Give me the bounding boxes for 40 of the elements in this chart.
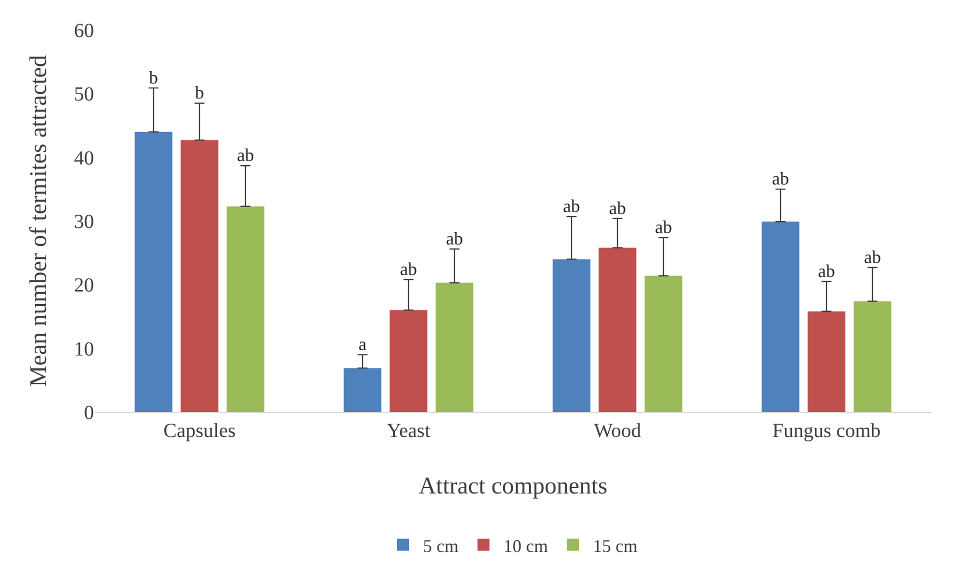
legend-label: 15 cm — [593, 536, 638, 556]
legend-label: 10 cm — [504, 536, 548, 556]
data-label: b — [195, 82, 204, 103]
bar — [598, 248, 636, 412]
data-label: ab — [563, 196, 580, 216]
data-label: ab — [864, 246, 881, 267]
bar — [226, 206, 264, 412]
bar — [134, 132, 172, 412]
y-tick-label: 10 — [74, 338, 94, 360]
y-axis-title: Mean number of termites attracted — [26, 55, 52, 387]
data-label: ab — [400, 259, 417, 280]
bar — [762, 222, 800, 412]
data-label: b — [149, 67, 158, 88]
data-label: ab — [446, 228, 463, 249]
bar — [808, 311, 846, 412]
y-tick-label: 60 — [74, 20, 94, 42]
x-axis-title: Attract components — [418, 473, 608, 500]
data-label: ab — [609, 198, 626, 218]
bar — [436, 282, 474, 412]
bar — [854, 301, 892, 412]
data-label: ab — [654, 217, 672, 238]
data-label: ab — [236, 145, 254, 166]
data-label: ab — [818, 260, 835, 281]
bar — [552, 259, 590, 412]
y-tick-label: 30 — [74, 211, 94, 233]
legend-label: 5 cm — [423, 536, 458, 556]
y-tick-label: 0 — [84, 402, 94, 424]
y-tick-label: 20 — [74, 274, 94, 297]
bar — [644, 276, 682, 412]
data-label: a — [358, 334, 367, 354]
bar — [390, 310, 428, 412]
x-tick-label: Wood — [594, 420, 642, 442]
y-tick-label: 40 — [74, 147, 94, 170]
y-tick-label: 50 — [74, 84, 94, 106]
x-tick-label: Fungus comb — [772, 420, 881, 442]
x-tick-label: Capsules — [163, 420, 236, 442]
bar — [180, 140, 218, 412]
data-label: ab — [772, 168, 790, 189]
x-tick-label: Yeast — [386, 420, 431, 442]
bar — [344, 368, 382, 412]
